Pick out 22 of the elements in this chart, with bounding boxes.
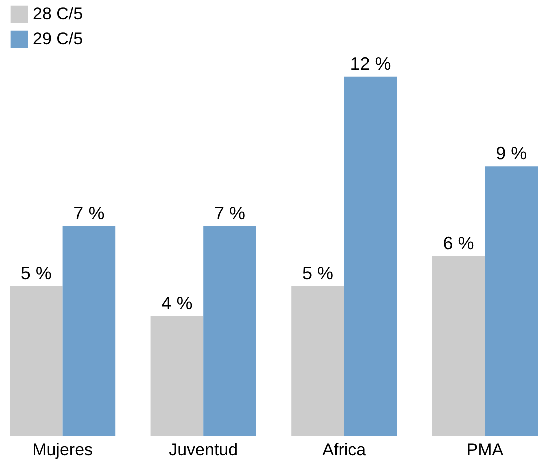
bar <box>485 166 538 436</box>
x-tick-label: PMA <box>466 440 504 460</box>
data-label: 7 % <box>74 203 105 224</box>
legend-label: 28 C/5 <box>33 4 84 24</box>
x-tick-label: Mujeres <box>32 440 94 460</box>
bar <box>150 316 204 436</box>
data-label: 5 % <box>302 263 334 284</box>
data-label: 12 % <box>350 54 392 74</box>
data-label: 7 % <box>214 203 246 224</box>
data-label: 4 % <box>162 293 193 314</box>
data-label: 6 % <box>443 233 474 254</box>
bar <box>204 226 256 436</box>
bar <box>62 226 116 436</box>
bar <box>292 286 344 436</box>
bar <box>10 286 63 436</box>
data-label: 9 % <box>496 144 528 164</box>
x-tick-label: Africa <box>322 440 367 460</box>
legend-label: 29 C/5 <box>33 30 84 48</box>
x-tick-label: Juventud <box>169 440 238 460</box>
bar <box>432 256 486 436</box>
bar <box>344 76 398 436</box>
data-label: 5 % <box>20 263 52 284</box>
